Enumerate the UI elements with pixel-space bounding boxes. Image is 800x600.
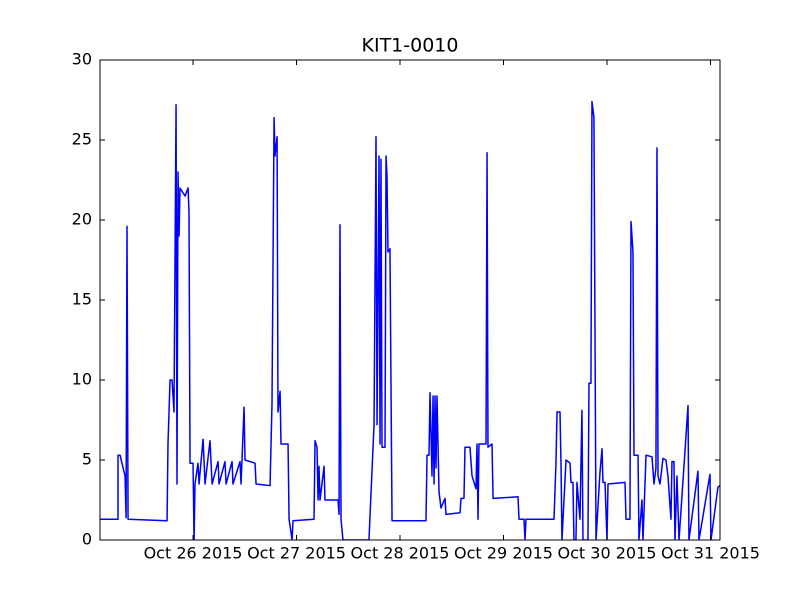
- x-tick-label: Oct 30 2015: [558, 544, 657, 563]
- x-tick-label: Oct 26 2015: [144, 544, 243, 563]
- x-tick-label: Oct 27 2015: [247, 544, 346, 563]
- x-tick-label: Oct 31 2015: [661, 544, 760, 563]
- y-tick-label: 0: [82, 530, 92, 549]
- y-tick-label: 25: [72, 130, 92, 149]
- y-tick-label: 10: [72, 370, 92, 389]
- y-tick-label: 20: [72, 210, 92, 229]
- y-tick-label: 30: [72, 50, 92, 69]
- x-tick-label: Oct 29 2015: [454, 544, 553, 563]
- x-tick-label: Oct 28 2015: [351, 544, 450, 563]
- y-tick-label: 5: [82, 450, 92, 469]
- chart-title: KIT1-0010: [362, 35, 459, 57]
- plot-area: [100, 100, 720, 540]
- y-tick-label: 15: [72, 290, 92, 309]
- data-line: [100, 100, 720, 540]
